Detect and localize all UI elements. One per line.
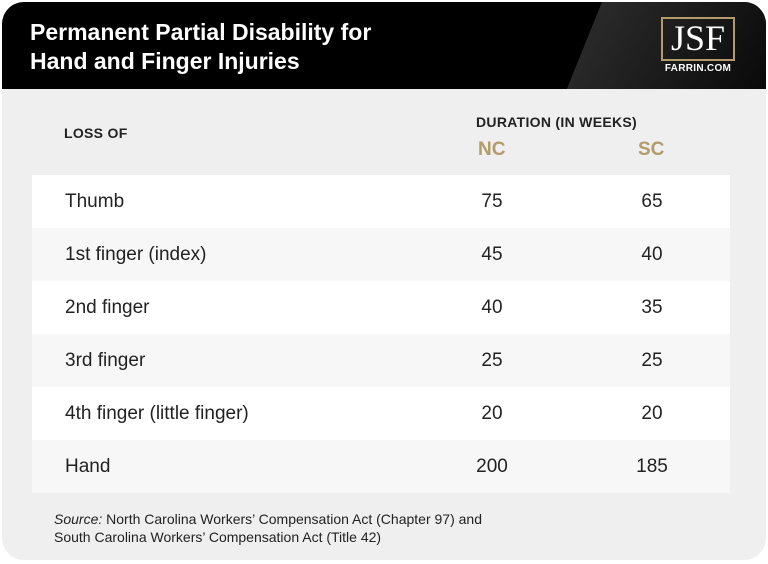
source-label: Source: (54, 511, 103, 527)
cell-nc: 45 (481, 244, 503, 265)
cell-loss: 4th finger (little finger) (65, 403, 249, 424)
cell-nc: 25 (481, 350, 503, 371)
cell-loss: Hand (65, 456, 111, 477)
cell-loss: 1st finger (index) (65, 244, 207, 265)
logo-text: JSF (670, 18, 726, 58)
table-row: 1st finger (index) 45 40 (32, 228, 730, 281)
table-row: 3rd finger 25 25 (32, 334, 730, 387)
cell-nc: 75 (481, 191, 503, 212)
column-header-loss: LOSS OF (64, 125, 128, 141)
column-header-nc: NC (478, 139, 506, 160)
table-row: 4th finger (little finger) 20 20 (32, 387, 730, 440)
title-line-1: Permanent Partial Disability for (30, 19, 372, 45)
cell-nc: 200 (476, 456, 508, 477)
page-title: Permanent Partial Disability for Hand an… (30, 18, 371, 76)
cell-sc: 40 (641, 244, 663, 265)
header-banner: Permanent Partial Disability for Hand an… (2, 2, 766, 89)
cell-sc: 185 (636, 456, 668, 477)
cell-nc: 20 (481, 403, 503, 424)
source-line-1: North Carolina Workers’ Compensation Act… (102, 511, 482, 527)
title-line-2: Hand and Finger Injuries (30, 48, 300, 74)
cell-sc: 25 (641, 350, 663, 371)
table-row: 2nd finger 40 35 (32, 281, 730, 334)
table-row: Hand 200 185 (32, 440, 730, 493)
cell-nc: 40 (481, 297, 503, 318)
disability-table: Thumb 75 65 1st finger (index) 45 40 2nd fin… (32, 175, 730, 493)
source-note: Source: North Carolina Workers’ Compensa… (54, 510, 482, 546)
jsf-logo: JSF FARRIN.COM (661, 17, 735, 79)
column-header-duration: DURATION (IN WEEKS) (476, 114, 637, 130)
cell-sc: 65 (641, 191, 663, 212)
cell-loss: 3rd finger (65, 350, 146, 371)
column-header-sc: SC (638, 139, 665, 160)
table-row: Thumb 75 65 (32, 175, 730, 228)
logo-frame (661, 17, 735, 61)
cell-sc: 35 (641, 297, 663, 318)
logo-url: FARRIN.COM (664, 63, 732, 74)
source-line-2: South Carolina Workers’ Compensation Act… (54, 529, 382, 545)
cell-loss: Thumb (65, 191, 125, 212)
cell-sc: 20 (641, 403, 663, 424)
cell-loss: 2nd finger (65, 297, 150, 318)
